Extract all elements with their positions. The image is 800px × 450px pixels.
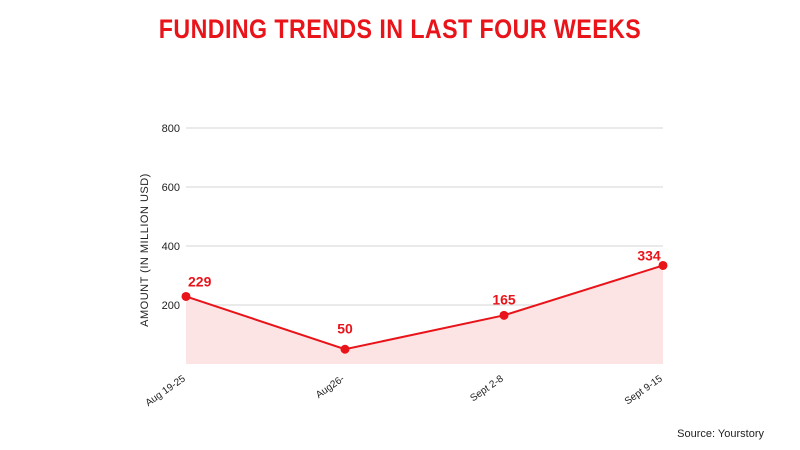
area-shape bbox=[186, 265, 663, 364]
data-label: 334 bbox=[637, 247, 661, 263]
data-label: 50 bbox=[337, 320, 353, 336]
data-point bbox=[340, 344, 350, 354]
source-note: Source: Yourstory bbox=[677, 428, 764, 440]
y-tick-label: 800 bbox=[162, 123, 180, 135]
x-tick-label: Aug 19-25 bbox=[144, 373, 188, 409]
data-point bbox=[658, 260, 668, 270]
series-line bbox=[185, 264, 664, 351]
area-fill bbox=[186, 265, 663, 364]
chart-title: FUNDING TRENDS IN LAST FOUR WEEKS bbox=[158, 14, 642, 44]
grid-lines bbox=[186, 127, 663, 306]
x-tick-label: Sept 2-8 bbox=[468, 373, 506, 404]
series-polyline bbox=[185, 264, 664, 351]
data-point bbox=[499, 310, 509, 320]
y-tick-label: 600 bbox=[162, 182, 180, 194]
data-point bbox=[181, 291, 191, 301]
data-labels: 229 50 165 334 bbox=[188, 247, 661, 336]
y-tick-labels: 200 400 600 800 bbox=[162, 123, 180, 312]
data-label: 165 bbox=[492, 291, 516, 307]
x-tick-labels: Aug 19-25 Aug26- Sept 2-8 Sept 9-15 bbox=[144, 373, 665, 409]
data-points bbox=[181, 260, 668, 354]
y-axis-label: AMOUNT (IN MILLION USD) bbox=[139, 173, 151, 327]
x-tick-label: Aug26- bbox=[314, 373, 347, 401]
y-tick-label: 200 bbox=[162, 300, 180, 312]
y-tick-label: 400 bbox=[162, 241, 180, 253]
x-tick-label: Sept 9-15 bbox=[623, 373, 665, 407]
data-label: 229 bbox=[188, 273, 212, 289]
